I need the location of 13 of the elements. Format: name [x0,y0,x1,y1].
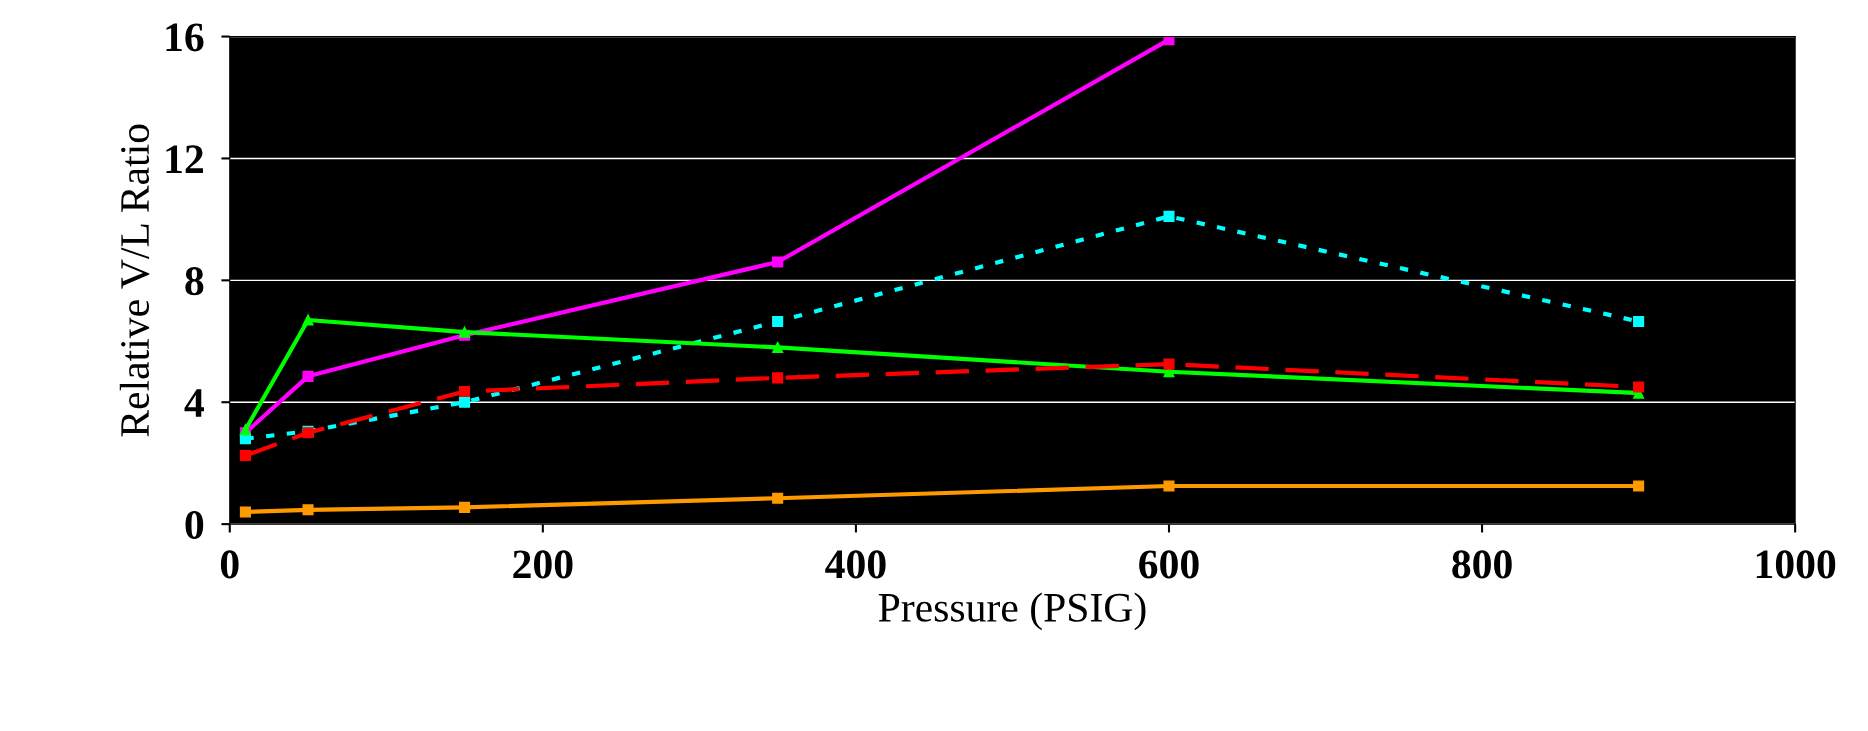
y-tick-label: 8 [185,267,204,296]
x-tick-label: 200 [513,550,573,579]
y-tick-label: 12 [166,145,203,173]
y-tick-label: 4 [184,389,204,417]
x-axis-title: Pressure (PSIG) [878,592,1146,631]
x-tick-label: 1000 [1756,550,1836,579]
y-tick-label: 0 [185,510,204,539]
x-tick-label: 600 [1139,550,1199,579]
x-tick-label: 400 [825,550,886,579]
x-tick-label: 800 [1452,550,1512,579]
y-axis-title: Relative V/L Ratio [119,124,150,437]
x-tick-label: 0 [220,550,239,579]
y-tick-label: 16 [166,23,204,52]
